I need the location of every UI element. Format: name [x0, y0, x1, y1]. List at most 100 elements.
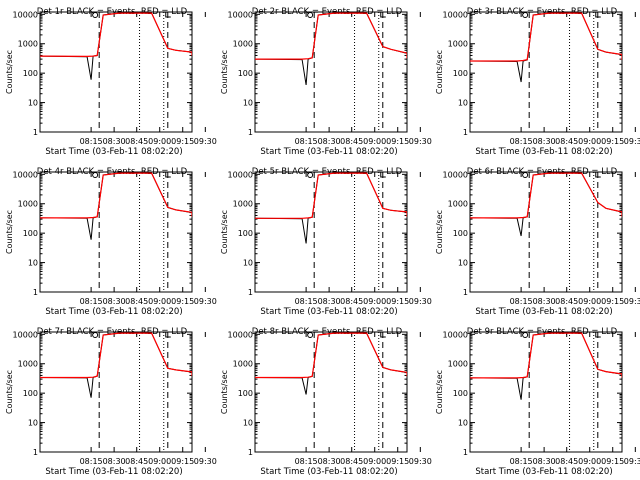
corner-marker	[380, 332, 386, 338]
x-tick-label: 08:45	[125, 457, 148, 466]
y-tick-label: 10	[243, 419, 253, 428]
y-axis-label: Counts/sec	[5, 210, 14, 254]
x-tick-label: 09:30	[194, 137, 217, 146]
attenuator-marker	[307, 332, 314, 338]
plot-frame	[254, 171, 408, 293]
plot-frame	[39, 11, 193, 133]
y-tick-label: 100	[238, 389, 253, 398]
y-tick-label: 10	[28, 99, 38, 108]
y-tick-label: 10000	[13, 10, 38, 19]
corner-marker	[595, 332, 601, 338]
y-axis-label: Counts/sec	[5, 370, 14, 414]
x-axis-label: Start Time (03-Feb-11 08:02:20)	[475, 147, 612, 157]
y-tick-label: 1	[463, 448, 468, 457]
lld-series-line	[255, 332, 407, 379]
x-axis-label: Start Time (03-Feb-11 08:02:20)	[260, 467, 397, 477]
y-axis-label: Counts/sec	[220, 370, 229, 414]
plot-frame	[469, 331, 623, 453]
lld-series-line	[470, 172, 622, 219]
y-tick-label: 10	[28, 419, 38, 428]
detector-panel: Det 7r BLACK = Events, RED = LLD 1 10 100 10…	[5, 327, 217, 477]
y-tick-label: 10000	[443, 170, 468, 179]
events-series-line	[40, 172, 192, 240]
y-tick-label: 100	[453, 389, 468, 398]
attenuator-marker	[92, 332, 99, 338]
corner-marker	[165, 12, 171, 18]
y-tick-label: 10000	[13, 170, 38, 179]
detector-panel: Det 8r BLACK = Events, RED = LLD 1 10 100 10…	[220, 327, 432, 477]
y-tick-label: 1	[33, 288, 38, 297]
y-tick-label: 100	[238, 229, 253, 238]
x-tick-label: 09:30	[409, 297, 432, 306]
x-tick-label: 08:45	[555, 137, 578, 146]
x-tick-label: 08:45	[555, 457, 578, 466]
x-tick-label: 09:15	[171, 297, 194, 306]
lld-series-line	[255, 12, 407, 60]
y-tick-label: 10000	[13, 330, 38, 339]
detector-panel: Det 6r BLACK = Events, RED = LLD 1 10 100 10…	[435, 167, 640, 317]
y-tick-label: 100	[23, 229, 38, 238]
y-tick-label: 10000	[443, 10, 468, 19]
y-tick-label: 10	[458, 419, 468, 428]
y-tick-label: 100	[238, 69, 253, 78]
lld-series-line	[40, 12, 192, 58]
events-series-line	[470, 172, 622, 237]
attenuator-marker	[92, 172, 99, 178]
y-tick-label: 100	[453, 229, 468, 238]
x-axis-label: Start Time (03-Feb-11 08:02:20)	[45, 147, 182, 157]
y-axis-label: Counts/sec	[435, 50, 444, 94]
y-tick-label: 100	[453, 69, 468, 78]
events-series-line	[40, 12, 192, 80]
events-series-line	[40, 332, 192, 398]
x-tick-label: 09:30	[409, 137, 432, 146]
y-tick-label: 100	[23, 69, 38, 78]
detector-panel: Det 3r BLACK = Events, RED = LLD 1 10 100 10…	[435, 7, 640, 157]
y-tick-label: 10000	[443, 330, 468, 339]
y-tick-label: 1000	[448, 200, 468, 209]
y-tick-label: 1000	[18, 40, 38, 49]
lld-series-line	[470, 12, 622, 62]
panel-title: Det 1r BLACK = Events, RED = LLD	[37, 7, 188, 17]
events-series-line	[470, 332, 622, 400]
x-axis-label: Start Time (03-Feb-11 08:02:20)	[45, 467, 182, 477]
y-tick-label: 10	[28, 259, 38, 268]
x-tick-label: 09:30	[409, 457, 432, 466]
panel-title: Det 8r BLACK = Events, RED = LLD	[252, 327, 403, 337]
plot-frame	[39, 331, 193, 453]
lld-series-line	[255, 172, 407, 219]
x-tick-label: 09:00	[363, 457, 386, 466]
x-tick-label: 08:30	[533, 137, 556, 146]
x-tick-label: 08:15	[80, 457, 103, 466]
x-tick-label: 09:15	[601, 137, 624, 146]
y-tick-label: 10	[458, 99, 468, 108]
x-tick-label: 08:15	[510, 297, 533, 306]
x-tick-label: 08:15	[510, 457, 533, 466]
lld-series-line	[40, 172, 192, 219]
x-tick-label: 09:15	[386, 297, 409, 306]
events-series-line	[255, 12, 407, 85]
detector-panel: Det 1r BLACK = Events, RED = LLD 1 10 100 10…	[5, 7, 217, 157]
x-tick-label: 09:00	[578, 297, 601, 306]
x-tick-label: 09:30	[624, 137, 640, 146]
y-tick-label: 10	[243, 259, 253, 268]
x-tick-label: 08:45	[340, 297, 363, 306]
y-tick-label: 10000	[228, 330, 253, 339]
corner-marker	[165, 172, 171, 178]
attenuator-marker	[522, 332, 529, 338]
y-tick-label: 1	[248, 128, 253, 137]
y-tick-label: 10000	[228, 10, 253, 19]
x-tick-label: 09:00	[363, 297, 386, 306]
x-tick-label: 08:30	[318, 457, 341, 466]
detector-panel: Det 5r BLACK = Events, RED = LLD 1 10 100 10…	[220, 167, 432, 317]
x-tick-label: 09:00	[148, 137, 171, 146]
plot-frame	[469, 11, 623, 133]
y-tick-label: 1000	[18, 360, 38, 369]
y-tick-label: 1000	[18, 200, 38, 209]
x-tick-label: 09:15	[386, 137, 409, 146]
corner-marker	[165, 332, 171, 338]
attenuator-marker	[307, 12, 314, 18]
y-tick-label: 10	[458, 259, 468, 268]
plot-frame	[254, 11, 408, 133]
x-tick-label: 09:30	[194, 297, 217, 306]
x-tick-label: 08:45	[340, 457, 363, 466]
